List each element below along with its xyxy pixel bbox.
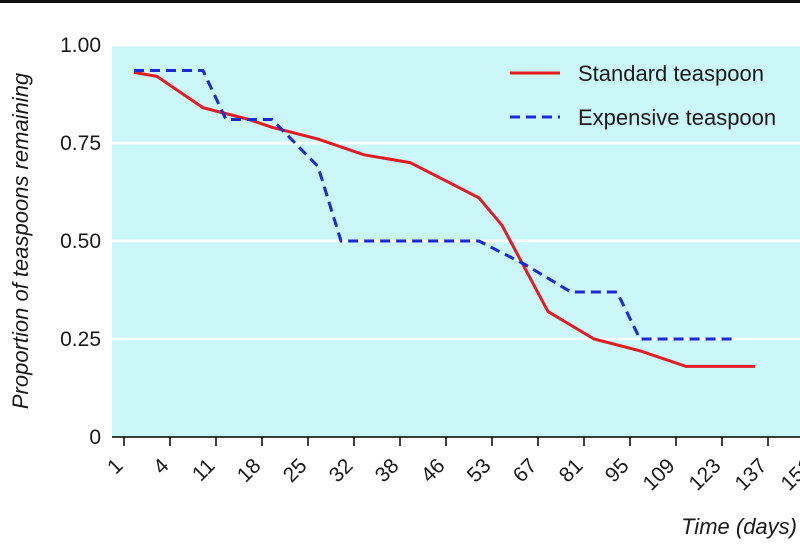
x-tick-label: 4: [149, 454, 174, 479]
x-tick-label: 25: [279, 454, 312, 487]
y-axis-title: Proportion of teaspoons remaining: [8, 72, 33, 409]
x-tick-label: 151: [776, 454, 800, 495]
x-tick-label: 46: [417, 454, 450, 487]
x-tick-label: 38: [371, 454, 404, 487]
x-tick-label: 109: [638, 454, 679, 495]
y-axis-ticks: 1.00 0.75 0.50 0.25 0: [60, 34, 101, 449]
x-tick-label: 53: [463, 454, 496, 487]
y-tick-label: 0: [89, 426, 101, 449]
y-tick-label: 0.50: [60, 230, 101, 253]
x-tick-label: 32: [325, 454, 358, 487]
x-axis-ticks: 1 4 11 18 25 32 38 46 53 67 81 95 109 123 137 151: [103, 437, 800, 495]
x-tick-label: 67: [509, 454, 542, 487]
x-axis-title: Time (days): [681, 514, 797, 539]
y-tick-label: 1.00: [60, 34, 101, 57]
y-tick-label: 0.75: [60, 132, 101, 155]
x-tick-label: 18: [233, 454, 266, 487]
x-tick-label: 137: [730, 454, 771, 495]
legend-label: Standard teaspoon: [578, 61, 764, 86]
series-line: [134, 69, 732, 341]
gridlines: [112, 43, 800, 341]
x-tick-label: 11: [188, 454, 220, 486]
y-tick-label: 0.25: [60, 328, 101, 351]
x-tick-label: 1: [103, 454, 128, 479]
x-tick-label: 81: [555, 454, 588, 487]
series-layer: [133, 69, 755, 368]
x-tick-label: 123: [684, 454, 725, 495]
legend-label: Expensive teaspoon: [578, 105, 776, 130]
x-tick-label: 95: [601, 454, 634, 487]
legend: Standard teaspoon Expensive teaspoon: [510, 61, 776, 130]
series-line: [133, 70, 755, 368]
